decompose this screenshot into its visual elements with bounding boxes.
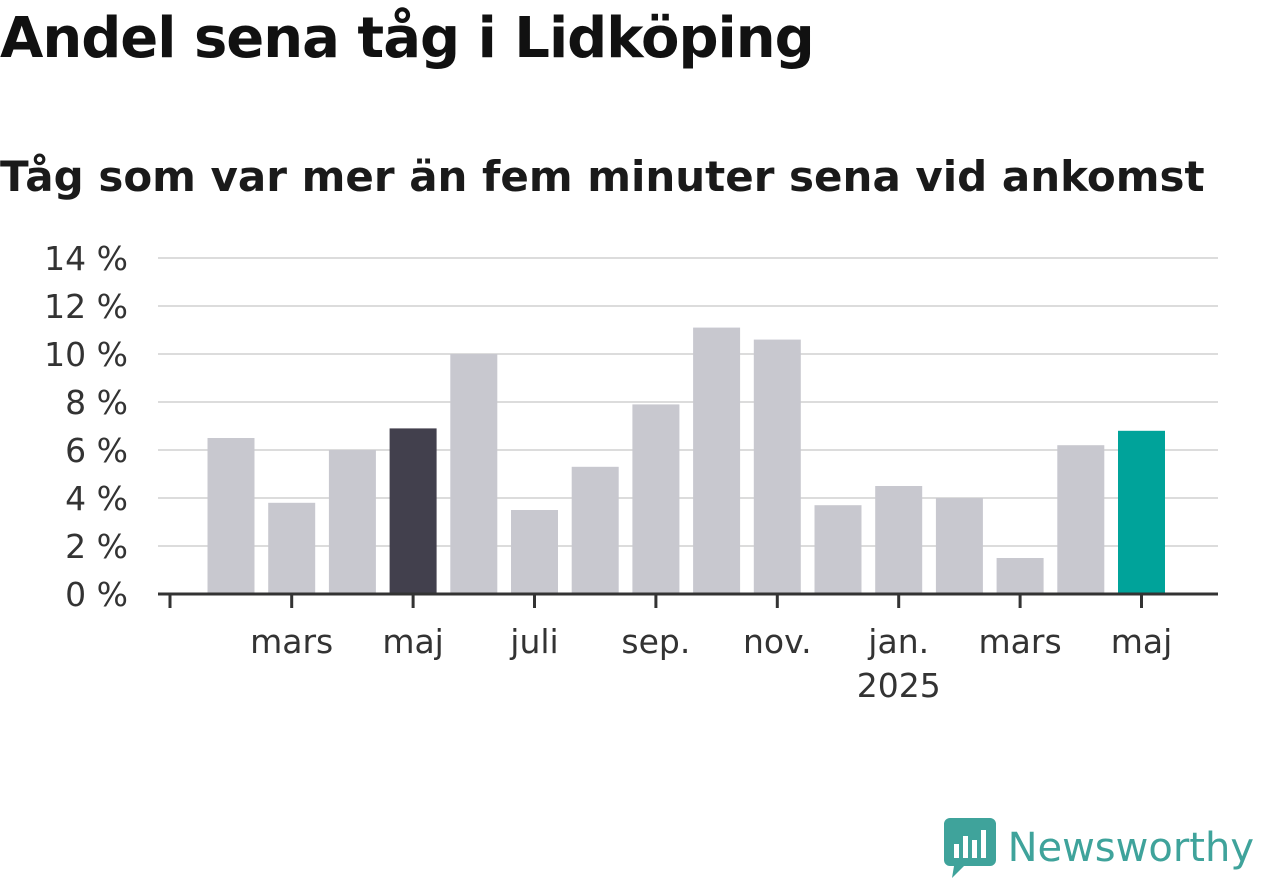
chart-subtitle: Tåg som var mer än fem minuter sena vid …	[0, 152, 1205, 201]
bar-2024-06	[450, 354, 498, 594]
bar-2024-04	[328, 450, 376, 594]
y-tick-label: 6 %	[65, 431, 128, 470]
bar-2024-03	[268, 502, 316, 594]
x-tick-label: maj	[382, 622, 444, 661]
brand-name: Newsworthy	[1007, 825, 1254, 871]
bar-2024-07	[511, 510, 558, 594]
x-tick-label: nov.	[743, 622, 812, 661]
x-axis-tick-labels: mars maj juli sep. nov. jan. 2025 mars maj	[250, 622, 1172, 705]
bar-2024-08	[571, 466, 619, 594]
x-tick-sublabel: 2025	[857, 666, 941, 705]
x-tick-label: mars	[250, 622, 333, 661]
bar-chart-badge-icon	[943, 818, 996, 878]
x-axis	[158, 592, 1218, 608]
y-tick-label: 8 %	[65, 383, 128, 422]
y-tick-label: 4 %	[65, 479, 128, 518]
bar-2025-05	[1118, 430, 1165, 594]
y-tick-label: 10 %	[44, 335, 128, 374]
chart-title: Andel sena tåg i Lidköping	[0, 6, 815, 71]
bar-2024-02	[207, 438, 255, 594]
x-tick-label: mars	[979, 622, 1062, 661]
newsworthy-brand: Newsworthy	[943, 818, 1254, 878]
bar-2025-03	[996, 558, 1044, 594]
bar-2025-01	[875, 486, 923, 594]
x-tick-label: jan.	[867, 622, 929, 661]
bar-2024-11	[753, 339, 801, 594]
y-tick-label: 14 %	[44, 239, 128, 278]
bar-2024-12	[814, 505, 862, 594]
bars	[207, 327, 1165, 594]
bar-2025-04	[1057, 445, 1105, 594]
x-tick-label: juli	[509, 622, 558, 661]
y-axis-tick-labels: 0 % 2 % 4 % 6 % 8 % 10 % 12 % 14 %	[44, 239, 128, 614]
y-tick-label: 0 %	[65, 575, 128, 614]
y-tick-label: 2 %	[65, 527, 128, 566]
x-tick-label: sep.	[621, 622, 690, 661]
bar-2024-10	[693, 327, 741, 594]
bar-2024-05	[389, 428, 437, 594]
bar-2024-09	[632, 404, 680, 594]
y-tick-label: 12 %	[44, 287, 128, 326]
bar-2025-02	[935, 498, 983, 594]
x-tick-label: maj	[1111, 622, 1173, 661]
